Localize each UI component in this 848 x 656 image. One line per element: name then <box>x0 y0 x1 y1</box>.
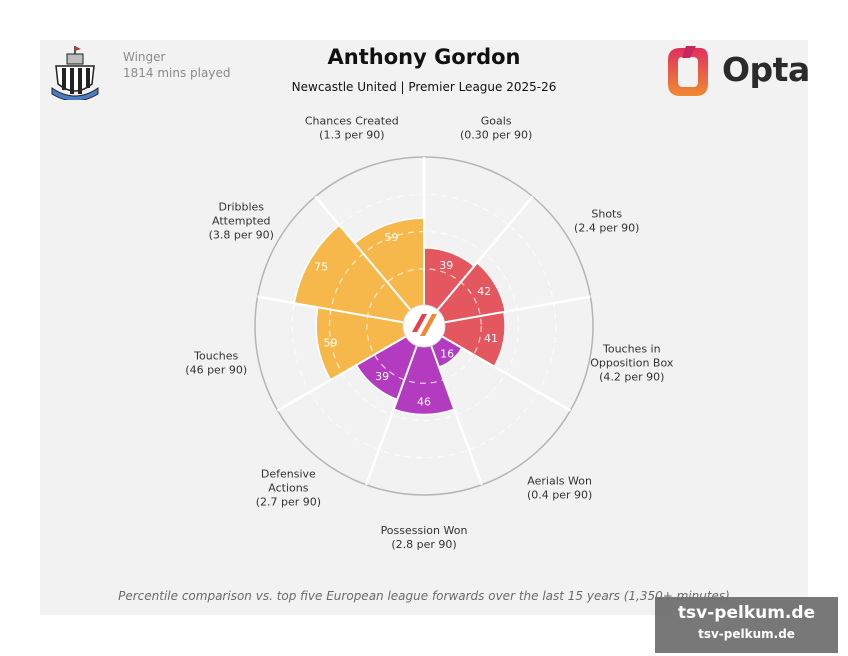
spoke-separator <box>314 195 412 312</box>
category-label-6: (2.7 per 90) <box>256 496 321 509</box>
center-logo-stroke-2 <box>420 314 437 336</box>
spoke-separator <box>365 344 419 486</box>
minutes-label: 1814 mins played <box>123 66 231 80</box>
category-label-5: (2.8 per 90) <box>391 538 456 551</box>
center-logo-stroke-1 <box>412 314 427 332</box>
category-label-9: Chances Created <box>305 115 399 128</box>
category-label-2: Shots <box>591 208 622 221</box>
center-logo-icon <box>402 304 446 348</box>
opta-logo-icon <box>668 46 708 96</box>
category-label-6: Defensive <box>261 468 316 481</box>
value-label-6: 39 <box>375 370 389 383</box>
footnote: Percentile comparison vs. top five Europ… <box>118 589 730 603</box>
category-label-9: (1.3 per 90) <box>319 129 384 142</box>
spoke-separator <box>277 335 408 412</box>
watermark-line1: tsv-pelkum.de <box>677 603 816 623</box>
value-label-9: 59 <box>385 231 399 244</box>
category-label-2: (2.4 per 90) <box>574 222 639 235</box>
category-label-5: Possession Won <box>381 524 468 537</box>
page-title: Anthony Gordon <box>327 45 521 69</box>
spoke-separator <box>440 335 571 412</box>
value-label-5: 46 <box>417 396 431 409</box>
spoke-separator <box>429 344 483 486</box>
value-label-7: 59 <box>324 336 338 349</box>
category-label-8: (3.8 per 90) <box>209 229 274 242</box>
watermark: tsv-pelkum.de tsv-pelkum.de <box>655 597 838 653</box>
category-label-3: Touches in <box>602 343 661 356</box>
category-label-7: Touches <box>193 350 238 363</box>
player-role: Winger 1814 mins played <box>123 49 230 81</box>
category-label-1: (0.30 per 90) <box>460 129 532 142</box>
category-label-6: Actions <box>268 482 308 495</box>
watermark-line2: tsv-pelkum.de <box>698 627 795 641</box>
value-label-2: 42 <box>477 285 491 298</box>
category-label-3: (4.2 per 90) <box>599 371 664 384</box>
position-label: Winger <box>123 50 166 64</box>
page-subtitle: Newcastle United | Premier League 2025-2… <box>291 80 557 94</box>
category-label-4: (0.4 per 90) <box>527 489 592 502</box>
category-label-1: Goals <box>481 115 512 128</box>
spoke-separator <box>443 295 591 324</box>
category-label-8: Attempted <box>212 215 271 228</box>
category-label-8: Dribbles <box>218 201 264 214</box>
category-label-3: Opposition Box <box>590 357 674 370</box>
category-label-4: Aerials Won <box>527 475 592 488</box>
spoke-separator <box>257 295 405 324</box>
value-label-4: 16 <box>440 348 454 361</box>
value-label-8: 75 <box>314 261 328 274</box>
value-label-3: 41 <box>484 332 498 345</box>
value-label-1: 39 <box>439 259 453 272</box>
spoke-separator <box>436 195 534 312</box>
category-label-7: (46 per 90) <box>185 364 247 377</box>
opta-wordmark: Opta <box>722 50 810 89</box>
newcastle-crest-icon <box>51 46 99 100</box>
